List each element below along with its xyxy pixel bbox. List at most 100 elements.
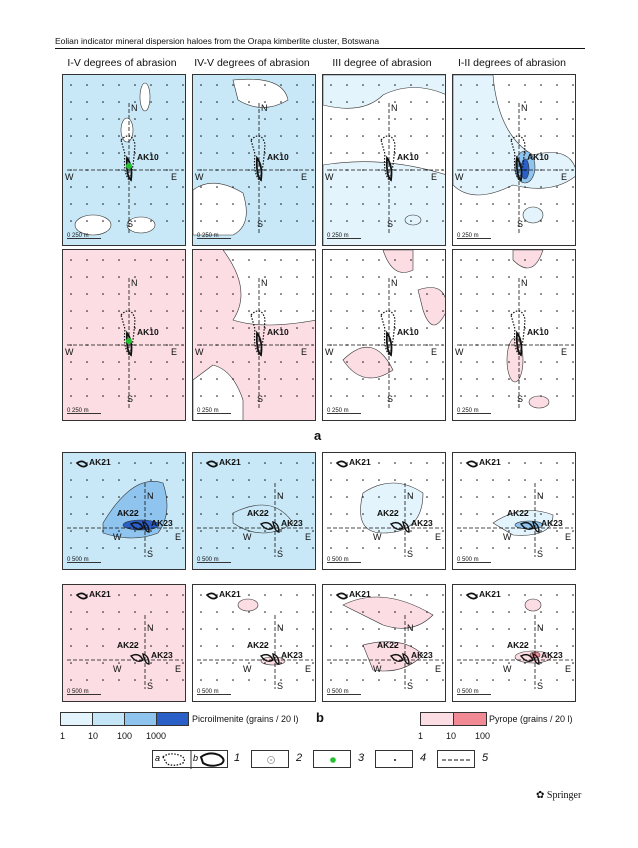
pipe-label-ak23: AK23 bbox=[151, 650, 173, 660]
scale-label: 0 250 m bbox=[327, 233, 349, 239]
pipe-label-ak22: AK22 bbox=[507, 640, 529, 650]
scale-bar bbox=[197, 562, 231, 565]
scale-label: 0 250 m bbox=[197, 408, 219, 414]
pipe-label-ak21: AK21 bbox=[479, 589, 501, 599]
pipe-label-ak22: AK22 bbox=[117, 640, 139, 650]
pipe-label-ak22: AK22 bbox=[117, 508, 139, 518]
compass-west: W bbox=[325, 347, 334, 357]
map-panel-r3-c1: N S W E AK21 AK22 AK23 0 500 m bbox=[62, 452, 186, 570]
scale-bar bbox=[327, 413, 361, 416]
compass-west: W bbox=[455, 347, 464, 357]
compass-north: N bbox=[147, 623, 154, 633]
publisher-logo: ✿ Springer bbox=[536, 790, 582, 801]
compass-east: E bbox=[171, 172, 178, 182]
compass-east: E bbox=[305, 664, 312, 674]
compass-west: W bbox=[65, 172, 74, 182]
scale-label: 0 500 m bbox=[67, 557, 89, 563]
compass-east: E bbox=[301, 172, 308, 182]
symbol-5-label: 5 bbox=[482, 752, 489, 764]
symbol-green-dot bbox=[313, 750, 351, 768]
map-panel-r3-c3: N S W E AK21 AK22 AK23 0 500 m bbox=[322, 452, 446, 570]
pyrope-tick-10: 10 bbox=[446, 731, 457, 741]
compass-west: W bbox=[373, 664, 382, 674]
column-title-4: I-II degrees of abrasion bbox=[458, 57, 566, 69]
compass-west: W bbox=[325, 172, 334, 182]
figure-label-b: b bbox=[316, 710, 324, 725]
picro-tick-10: 10 bbox=[88, 731, 99, 741]
compass-west: W bbox=[243, 532, 252, 542]
compass-east: E bbox=[565, 664, 572, 674]
header-rule bbox=[55, 48, 585, 49]
compass-west: W bbox=[65, 347, 74, 357]
pipe-label-ak22: AK22 bbox=[507, 508, 529, 518]
scale-bar bbox=[67, 413, 101, 416]
compass-east: E bbox=[171, 347, 178, 357]
compass-north: N bbox=[261, 103, 268, 113]
scale-label: 0 500 m bbox=[457, 557, 479, 563]
scale-label: 0 500 m bbox=[197, 557, 219, 563]
compass-north: N bbox=[147, 491, 154, 501]
picro-swatch-3 bbox=[124, 712, 157, 726]
picro-tick-1: 1 bbox=[60, 731, 66, 741]
scale-label: 0 500 m bbox=[327, 557, 349, 563]
pyrope-swatch-1 bbox=[420, 712, 454, 726]
compass-east: E bbox=[305, 532, 312, 542]
scale-label: 0 250 m bbox=[457, 233, 479, 239]
compass-east: E bbox=[175, 532, 182, 542]
pipe-label-ak10: AK10 bbox=[267, 327, 289, 337]
map-panel-r4-c3: N S W E AK21 AK22 AK23 0 500 m bbox=[322, 584, 446, 702]
scale-bar bbox=[67, 694, 101, 697]
compass-east: E bbox=[561, 347, 568, 357]
compass-north: N bbox=[277, 623, 284, 633]
compass-north: N bbox=[537, 623, 544, 633]
pipe-label-ak22: AK22 bbox=[247, 508, 269, 518]
compass-south: S bbox=[407, 549, 414, 559]
picro-swatch-2 bbox=[92, 712, 125, 726]
pipe-label-ak10: AK10 bbox=[267, 152, 289, 162]
map-panel-r2-c1: N S W E AK10 0 250 m bbox=[62, 249, 186, 421]
pipe-label-ak23: AK23 bbox=[541, 650, 563, 660]
symbol-4-label: 4 bbox=[420, 752, 427, 764]
pyrope-tick-100: 100 bbox=[475, 731, 491, 741]
pipe-label-ak23: AK23 bbox=[281, 650, 303, 660]
compass-east: E bbox=[565, 532, 572, 542]
pipe-label-ak21: AK21 bbox=[89, 589, 111, 599]
compass-north: N bbox=[407, 491, 414, 501]
publisher-name: Springer bbox=[546, 790, 582, 801]
scale-bar bbox=[197, 694, 231, 697]
pyrope-legend-label: Pyrope (grains / 20 l) bbox=[489, 714, 573, 724]
picro-swatch-4 bbox=[156, 712, 189, 726]
compass-west: W bbox=[243, 664, 252, 674]
symbol-2-label: 2 bbox=[296, 752, 303, 764]
scale-bar bbox=[457, 562, 491, 565]
compass-west: W bbox=[503, 664, 512, 674]
figure-label-a: a bbox=[314, 428, 322, 443]
pyrope-tick-1: 1 bbox=[418, 731, 424, 741]
map-panel-r4-c4: N S W E AK21 AK22 AK23 0 500 m bbox=[452, 584, 576, 702]
picro-swatch-1 bbox=[60, 712, 93, 726]
symbol-1-label: 1 bbox=[234, 752, 241, 764]
compass-south: S bbox=[517, 219, 524, 229]
map-panel-r1-c3: N S W E AK10 0 250 m bbox=[322, 74, 446, 246]
compass-south: S bbox=[517, 394, 524, 404]
compass-north: N bbox=[391, 103, 398, 113]
pipe-label-ak21: AK21 bbox=[349, 589, 371, 599]
scale-bar bbox=[457, 694, 491, 697]
pipe-label-ak23: AK23 bbox=[151, 518, 173, 528]
scale-label: 0 500 m bbox=[327, 689, 349, 695]
compass-east: E bbox=[431, 347, 438, 357]
scale-label: 0 250 m bbox=[67, 408, 89, 414]
compass-north: N bbox=[521, 278, 528, 288]
pipe-label-ak23: AK23 bbox=[411, 650, 433, 660]
compass-south: S bbox=[147, 549, 154, 559]
pipe-label-ak22: AK22 bbox=[377, 640, 399, 650]
compass-south: S bbox=[257, 219, 264, 229]
scale-label: 0 250 m bbox=[457, 408, 479, 414]
column-title-3: III degree of abrasion bbox=[332, 57, 432, 69]
symbol-b-letter: b bbox=[193, 753, 198, 763]
pipe-label-ak22: AK22 bbox=[247, 640, 269, 650]
running-head: Eolian indicator mineral dispersion halo… bbox=[55, 36, 380, 46]
column-title-2: IV-V degrees of abrasion bbox=[194, 57, 310, 69]
scale-bar bbox=[197, 413, 231, 416]
symbol-3-label: 3 bbox=[358, 752, 365, 764]
